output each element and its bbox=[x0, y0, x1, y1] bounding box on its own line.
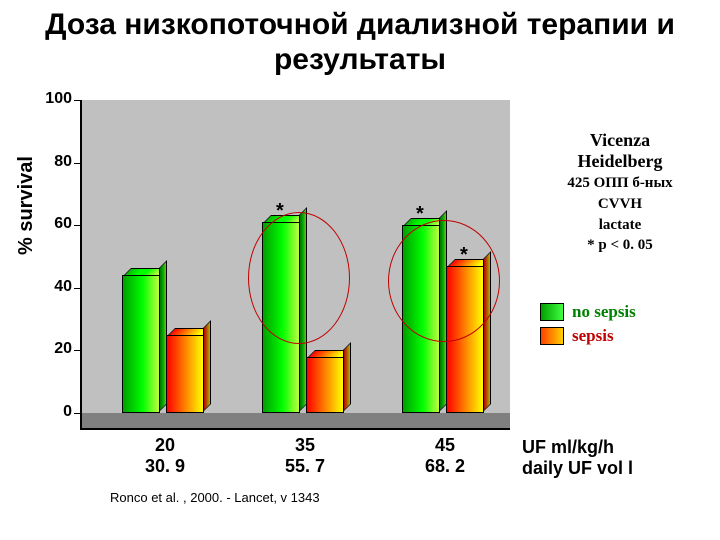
detail-line: 425 ОПП б-ных bbox=[530, 174, 710, 193]
x-axis-line bbox=[80, 428, 510, 430]
ytick-label: 20 bbox=[40, 340, 72, 358]
detail-line: CVVH bbox=[530, 195, 710, 214]
legend-item-nosepsis: no sepsis bbox=[540, 302, 636, 322]
category-label: 3555. 7 bbox=[260, 435, 350, 476]
location-2: Heidelberg bbox=[530, 151, 710, 172]
citation: Ronco et al. , 2000. - Lancet, v 1343 bbox=[110, 490, 320, 505]
location-1: Vicenza bbox=[530, 130, 710, 151]
ytick-mark bbox=[74, 163, 80, 164]
annotation-circle bbox=[388, 220, 500, 342]
swatch-nosepsis bbox=[540, 303, 564, 321]
legend-item-sepsis: sepsis bbox=[540, 326, 636, 346]
slide: Доза низкопоточной диализной терапии и р… bbox=[0, 0, 720, 540]
legend: no sepsis sepsis bbox=[540, 302, 636, 350]
significance-star: * bbox=[416, 203, 424, 226]
ytick-label: 60 bbox=[40, 215, 72, 233]
slide-title: Доза низкопоточной диализной терапии и р… bbox=[0, 8, 720, 77]
legend-label-nosepsis: no sepsis bbox=[572, 302, 636, 322]
study-info: Vicenza Heidelberg 425 ОПП б-ных CVVH la… bbox=[530, 130, 710, 255]
category-label: 4568. 2 bbox=[400, 435, 490, 476]
category-label: 2030. 9 bbox=[120, 435, 210, 476]
x-axis-units: UF ml/kg/h daily UF vol l bbox=[522, 437, 633, 478]
ytick-label: 80 bbox=[40, 153, 72, 171]
annotation-circle bbox=[248, 212, 350, 344]
ytick-label: 0 bbox=[40, 403, 72, 421]
bar-sepsis bbox=[166, 335, 204, 413]
detail-line: lactate bbox=[530, 216, 710, 235]
ytick-mark bbox=[74, 350, 80, 351]
ytick-mark bbox=[74, 100, 80, 101]
y-axis-label: % survival bbox=[15, 156, 38, 255]
y-axis-line bbox=[80, 100, 82, 430]
x-unit-line-2: daily UF vol l bbox=[522, 458, 633, 479]
bar-chart: 020406080100 2030. 93555. 74568. 2 *** bbox=[80, 100, 510, 430]
legend-label-sepsis: sepsis bbox=[572, 326, 614, 346]
ytick-label: 100 bbox=[40, 90, 72, 108]
bar-sepsis bbox=[306, 357, 344, 413]
ytick-mark bbox=[74, 413, 80, 414]
x-unit-line-1: UF ml/kg/h bbox=[522, 437, 633, 458]
bar-no-sepsis bbox=[122, 275, 160, 413]
ytick-mark bbox=[74, 225, 80, 226]
swatch-sepsis bbox=[540, 327, 564, 345]
ytick-mark bbox=[74, 288, 80, 289]
ytick-label: 40 bbox=[40, 278, 72, 296]
detail-line: * p < 0. 05 bbox=[530, 236, 710, 255]
